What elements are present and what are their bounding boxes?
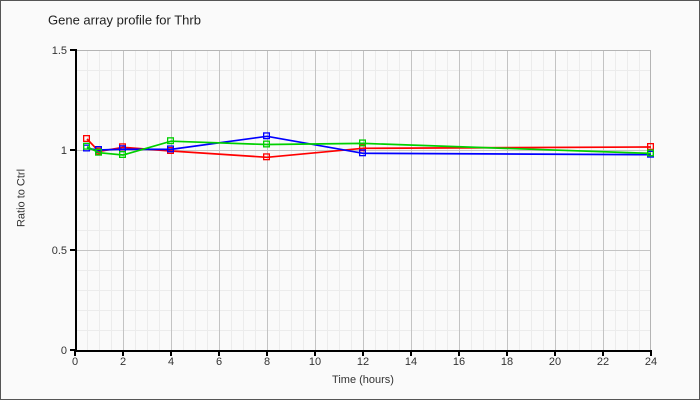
svg-text:8: 8 (264, 356, 270, 368)
svg-text:0: 0 (72, 356, 78, 368)
svg-text:20: 20 (549, 356, 561, 368)
svg-text:Gene array profile for Thrb: Gene array profile for Thrb (48, 13, 201, 28)
svg-text:16: 16 (453, 356, 465, 368)
svg-text:1.5: 1.5 (52, 45, 67, 57)
svg-text:Time (hours): Time (hours) (332, 374, 394, 386)
svg-text:1: 1 (61, 145, 67, 157)
svg-text:14: 14 (405, 356, 417, 368)
svg-text:18: 18 (501, 356, 513, 368)
svg-text:2: 2 (120, 356, 126, 368)
svg-text:0.5: 0.5 (52, 245, 67, 257)
svg-text:12: 12 (357, 356, 369, 368)
svg-text:10: 10 (309, 356, 321, 368)
svg-text:6: 6 (216, 356, 222, 368)
svg-text:Ratio to Ctrl: Ratio to Ctrl (16, 169, 28, 227)
svg-text:4: 4 (168, 356, 174, 368)
svg-text:0: 0 (61, 345, 67, 357)
svg-text:22: 22 (597, 356, 609, 368)
svg-text:24: 24 (645, 356, 657, 368)
